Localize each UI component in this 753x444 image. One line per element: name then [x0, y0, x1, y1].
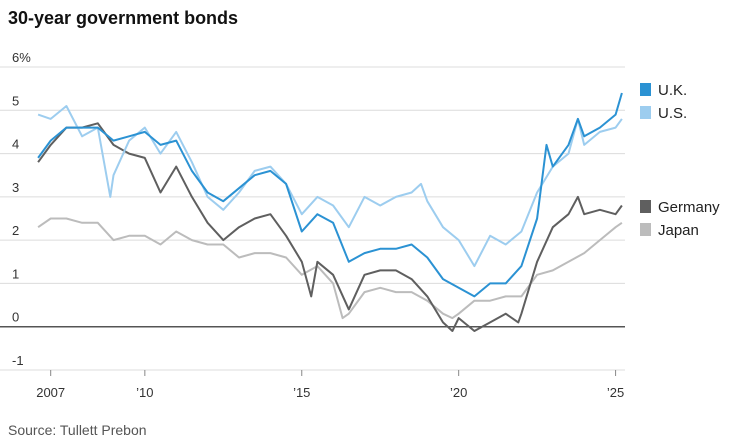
- y-axis-tick-labels: 6% 5 4 3 2 1 0 -1: [12, 50, 31, 368]
- legend-swatch-us: [640, 106, 651, 119]
- legend-swatch-germany: [640, 200, 651, 213]
- x-axis-tick-labels: 2007 ’10 ’15 ’20 ’25: [36, 370, 624, 400]
- x-tick-label: ’10: [136, 385, 153, 400]
- legend-label-us: U.S.: [658, 105, 687, 122]
- chart-title: 30-year government bonds: [8, 8, 239, 28]
- x-tick-label: ’20: [450, 385, 467, 400]
- x-tick-label: 2007: [36, 385, 65, 400]
- y-tick-label: 6%: [12, 50, 31, 65]
- legend-swatch-japan: [640, 223, 651, 236]
- series-lines: [37, 92, 623, 332]
- series-line-us: [37, 105, 623, 268]
- y-tick-label: 5: [12, 93, 19, 108]
- legend-swatch-uk: [640, 83, 651, 96]
- legend-label-germany: Germany: [658, 199, 720, 216]
- y-tick-label: 2: [12, 223, 19, 238]
- series-line-germany: [37, 122, 623, 332]
- legend-label-japan: Japan: [658, 222, 699, 239]
- x-tick-label: ’15: [293, 385, 310, 400]
- grid-lines: [0, 66, 625, 371]
- y-tick-label: 4: [12, 137, 19, 152]
- x-tick-label: ’25: [607, 385, 624, 400]
- legend-label-uk: U.K.: [658, 82, 687, 99]
- y-tick-label: 3: [12, 180, 19, 195]
- source-note: Source: Tullett Prebon: [8, 422, 147, 438]
- y-tick-label: 0: [12, 310, 19, 325]
- series-line-uk: [37, 92, 623, 298]
- series-line-japan: [37, 217, 623, 320]
- legend: U.K. U.S. Germany Japan: [640, 82, 720, 239]
- y-tick-label: 1: [12, 266, 19, 281]
- y-tick-label: -1: [12, 353, 24, 368]
